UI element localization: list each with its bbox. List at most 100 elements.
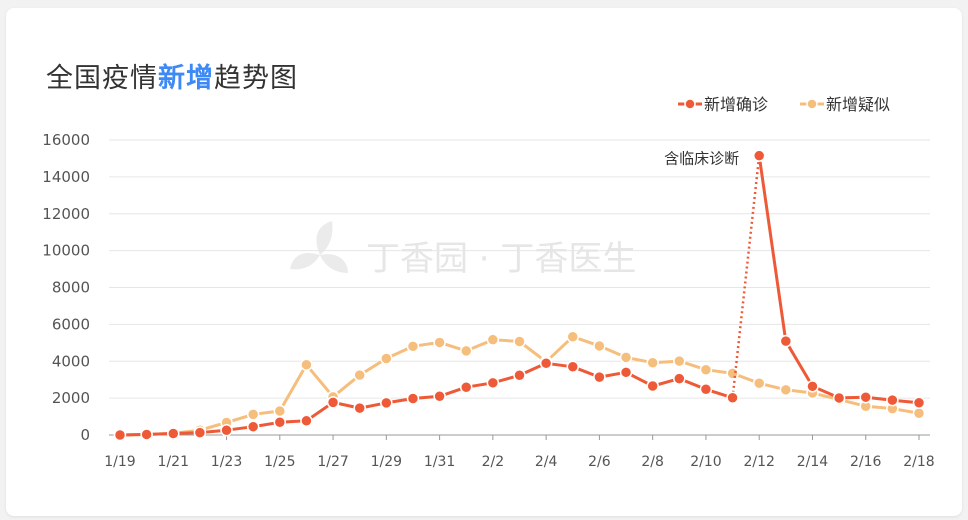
data-point[interactable] xyxy=(459,344,473,358)
data-point[interactable] xyxy=(406,340,420,353)
watermark: 丁香园 · 丁香医生 xyxy=(290,221,636,279)
data-point[interactable] xyxy=(912,406,926,420)
legend-confirmed[interactable]: 新增确诊 xyxy=(678,95,768,114)
data-point[interactable] xyxy=(433,390,446,403)
chart-card: 全国疫情新增趋势图 xyxy=(6,8,962,516)
data-point[interactable] xyxy=(300,358,313,372)
watermark-text: 丁香园 · 丁香医生 xyxy=(366,239,636,279)
y-axis: 0 2000 4000 6000 8000 10000 12000 14000 16000 xyxy=(42,131,90,444)
data-point[interactable] xyxy=(699,383,713,396)
data-point[interactable] xyxy=(486,333,500,346)
data-point[interactable] xyxy=(353,368,366,382)
data-point[interactable] xyxy=(832,391,846,405)
series-line-confirmed xyxy=(119,361,734,437)
legend-label: 新增疑似 xyxy=(826,95,890,114)
annotation-label: 含临床诊断 xyxy=(664,150,739,168)
x-tick-label: 2/10 xyxy=(690,454,721,470)
data-point[interactable] xyxy=(513,369,526,382)
y-tick-label: 14000 xyxy=(42,168,90,186)
legend: 新增确诊 新增疑似 xyxy=(678,95,890,114)
data-point[interactable] xyxy=(779,383,793,397)
data-point[interactable] xyxy=(646,379,659,393)
data-point[interactable] xyxy=(513,335,526,348)
legend-marker xyxy=(684,98,696,110)
y-tick-label: 12000 xyxy=(42,205,90,223)
data-point[interactable] xyxy=(619,366,633,379)
series-line-confirmed xyxy=(757,155,920,405)
data-point[interactable] xyxy=(433,336,446,349)
series-suspected xyxy=(113,330,926,442)
legend-suspected[interactable]: 新增疑似 xyxy=(800,95,890,114)
data-point[interactable] xyxy=(859,390,872,404)
x-tick-label: 1/25 xyxy=(264,454,295,470)
data-point[interactable] xyxy=(726,367,739,380)
series-line-suspected xyxy=(119,335,920,437)
x-tick-label: 2/18 xyxy=(903,454,934,470)
x-tick-label: 1/19 xyxy=(104,454,135,470)
data-point[interactable] xyxy=(593,370,606,384)
data-point[interactable] xyxy=(699,363,713,376)
data-point[interactable] xyxy=(673,354,686,368)
x-tick-label: 1/23 xyxy=(211,454,242,470)
data-point[interactable] xyxy=(326,396,340,409)
y-tick-label: 8000 xyxy=(52,279,90,297)
x-tick-label: 1/27 xyxy=(317,454,348,470)
title-part2: 趋势图 xyxy=(214,63,298,94)
data-point[interactable] xyxy=(779,334,793,348)
data-point[interactable] xyxy=(726,391,739,405)
annotation: 含临床诊断 xyxy=(664,150,739,168)
data-point[interactable] xyxy=(193,426,207,439)
x-tick-label: 1/21 xyxy=(158,454,189,470)
data-point[interactable] xyxy=(619,351,633,364)
data-point[interactable] xyxy=(300,414,313,428)
x-tick-label: 2/4 xyxy=(535,454,558,470)
y-tick-label: 4000 xyxy=(52,352,90,370)
legend-marker xyxy=(806,98,818,110)
data-point[interactable] xyxy=(220,423,233,437)
data-point[interactable] xyxy=(273,416,287,429)
series-confirmed xyxy=(113,149,926,442)
x-tick-label: 1/29 xyxy=(371,454,402,470)
data-point[interactable] xyxy=(912,396,926,409)
title-part1: 全国疫情 xyxy=(46,63,158,94)
data-point[interactable] xyxy=(646,356,659,369)
data-point[interactable] xyxy=(886,393,899,407)
y-tick-label: 2000 xyxy=(52,389,90,407)
data-point[interactable] xyxy=(406,392,420,405)
data-point[interactable] xyxy=(752,149,766,162)
data-point[interactable] xyxy=(380,352,393,365)
data-point[interactable] xyxy=(673,372,686,385)
x-tick-label: 1/31 xyxy=(424,454,455,470)
data-point[interactable] xyxy=(273,404,287,418)
x-tick-label: 2/14 xyxy=(797,454,829,470)
data-point[interactable] xyxy=(113,428,127,442)
y-tick-label: 0 xyxy=(80,426,90,444)
data-point[interactable] xyxy=(486,376,500,390)
watermark-leaf-icon xyxy=(290,221,348,273)
x-tick-label: 2/12 xyxy=(743,454,774,470)
data-point[interactable] xyxy=(167,427,180,440)
y-tick-label: 16000 xyxy=(42,131,90,149)
data-point[interactable] xyxy=(566,330,580,343)
series-line-confirmed-dotted xyxy=(731,155,761,398)
data-point[interactable] xyxy=(806,380,819,393)
data-point[interactable] xyxy=(459,380,473,394)
data-point[interactable] xyxy=(593,339,606,353)
x-tick-label: 2/6 xyxy=(588,454,611,470)
data-point[interactable] xyxy=(140,428,153,441)
y-tick-label: 10000 xyxy=(42,242,90,260)
x-axis: 1/19 1/21 1/23 1/25 1/27 1/29 1/31 2/2 2/4 2/6 2/8… xyxy=(104,435,935,470)
y-tick-label: 6000 xyxy=(52,315,90,333)
series-group xyxy=(113,149,926,442)
x-tick-label: 2/16 xyxy=(850,454,882,470)
data-point[interactable] xyxy=(380,396,393,410)
data-point[interactable] xyxy=(539,357,553,370)
chart-title: 全国疫情新增趋势图 xyxy=(46,56,298,95)
data-point[interactable] xyxy=(353,401,366,415)
grid xyxy=(109,139,930,436)
data-point[interactable] xyxy=(752,376,766,390)
data-point[interactable] xyxy=(246,420,260,433)
data-point[interactable] xyxy=(566,360,580,374)
data-point[interactable] xyxy=(246,408,260,421)
